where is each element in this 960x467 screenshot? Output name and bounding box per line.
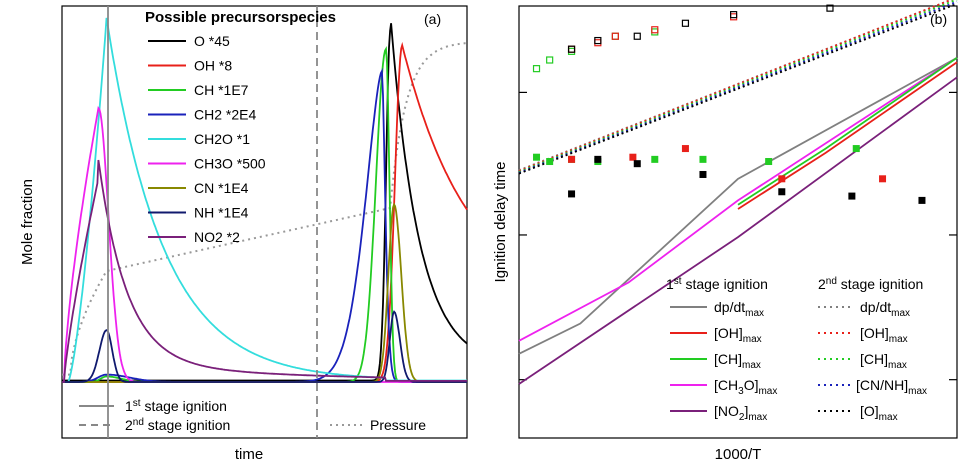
series-curve-4 xyxy=(62,17,467,383)
panel-b-curves xyxy=(518,0,958,385)
legend-label-7: NH *1E4 xyxy=(194,205,249,221)
delay-curve-2 xyxy=(518,76,958,385)
first-stage-marker-10 xyxy=(681,145,689,153)
b-legend-ch-1: [CH]max xyxy=(714,351,761,371)
series-curve-6 xyxy=(62,202,467,383)
panel-b-ticks xyxy=(519,91,957,381)
b-legend-cnnh-2: [CN/NH]max xyxy=(856,377,927,397)
first-stage-marker-7 xyxy=(852,145,860,153)
legend-label-2: CH *1E7 xyxy=(194,82,249,98)
b-legend-ch-2: [CH]max xyxy=(860,351,907,371)
delay-curve-1 xyxy=(518,57,958,342)
first-stage-marker-11 xyxy=(778,175,786,183)
first-stage-marker-14 xyxy=(594,155,602,163)
panel-a-xlabel: time xyxy=(235,446,263,463)
first-stage-marker-15 xyxy=(633,160,641,168)
panel-b-markers xyxy=(532,4,926,204)
panel-b-frame xyxy=(518,5,958,439)
second-stage-marker-0 xyxy=(532,65,541,73)
second-stage-marker-12 xyxy=(633,32,641,40)
first-stage-marker-18 xyxy=(848,192,856,200)
legend-label-8: NO2 *2 xyxy=(194,229,240,245)
second-stage-marker-4 xyxy=(651,28,659,36)
second-stage-marker-11 xyxy=(594,36,602,45)
second-stage-marker-7 xyxy=(611,32,619,40)
legend-first-stage-header: 1st stage ignition xyxy=(666,276,768,292)
panel-b-xlabel: 1000/T xyxy=(715,446,762,463)
b-legend-dpdt-1: dp/dtmax xyxy=(714,299,764,319)
legend-label-5: CH3O *500 xyxy=(194,156,266,172)
second-stage-marker-6 xyxy=(594,39,602,47)
first-stage-marker-19 xyxy=(918,196,926,204)
second-stage-marker-3 xyxy=(611,32,619,40)
first-stage-marker-6 xyxy=(765,158,773,166)
b-legend-no2-1: [NO2]max xyxy=(714,403,767,423)
legend-label-3: CH2 *2E4 xyxy=(194,107,256,123)
panel-a-ylabel: Mole fraction xyxy=(19,179,36,265)
b-legend-o-2: [O]max xyxy=(860,403,898,423)
series-curve-7 xyxy=(62,310,467,383)
b-legend-oh-2: [OH]max xyxy=(860,325,908,345)
panel-a: (a) Mole fraction time Possible precurso… xyxy=(19,5,468,463)
second-stage-marker-13 xyxy=(681,19,690,27)
delay-curve-7 xyxy=(518,0,958,173)
second-stage-marker-9 xyxy=(730,13,738,21)
legend-label-1: OH *8 xyxy=(194,58,232,74)
panel-b-label: (b) xyxy=(930,11,947,27)
first-stage-marker-16 xyxy=(699,170,707,178)
second-stage-marker-1 xyxy=(546,56,554,64)
second-stage-marker-2 xyxy=(567,47,576,55)
panel-b-ylabel: Ignition delay time xyxy=(492,162,509,283)
panel-b: (b) Ignition delay time 1000/T 1st stage… xyxy=(492,0,958,463)
second-stage-marker-14 xyxy=(730,11,738,19)
first-stage-marker-12 xyxy=(879,175,887,183)
legend-second-stage-label: 2nd stage ignition xyxy=(125,417,230,433)
b-legend-ch3o-1: [CH3O]max xyxy=(714,377,777,397)
legend-label-6: CN *1E4 xyxy=(194,180,249,196)
first-stage-marker-8 xyxy=(568,155,576,163)
panel-a-frame xyxy=(61,5,468,439)
delay-curve-8 xyxy=(518,0,958,174)
panel-a-label: (a) xyxy=(424,11,441,27)
series-curve-8 xyxy=(62,159,467,383)
second-stage-marker-8 xyxy=(651,26,659,34)
panel-a-legend: O *45 OH *8 CH *1E7 CH2 *2E4 CH2O *1 CH3O *50… xyxy=(148,33,266,245)
b-legend-dpdt-2: dp/dtmax xyxy=(860,299,910,319)
second-stage-marker-5 xyxy=(567,45,576,53)
delay-curve-9 xyxy=(518,2,958,175)
series-curve-0 xyxy=(62,23,468,382)
legend-first-stage-label: 1st stage ignition xyxy=(125,398,227,414)
pressure-curve xyxy=(62,42,468,376)
legend-label-4: CH2O *1 xyxy=(194,131,250,147)
legend-title: Possible precursorspecies xyxy=(145,9,336,26)
delay-curve-6 xyxy=(518,0,953,172)
first-stage-marker-0 xyxy=(533,153,541,161)
legend-second-stage-header: 2nd stage ignition xyxy=(818,276,923,292)
first-stage-marker-9 xyxy=(629,153,637,161)
first-stage-marker-17 xyxy=(778,188,786,196)
legend-pressure-label: Pressure xyxy=(370,417,426,433)
second-stage-marker-15 xyxy=(826,4,834,12)
panel-a-curves xyxy=(62,17,468,383)
first-stage-marker-1 xyxy=(546,158,554,166)
legend-label-0: O *45 xyxy=(194,33,230,49)
delay-curve-3 xyxy=(737,61,958,210)
delay-curve-4 xyxy=(737,57,958,206)
b-legend-oh-1: [OH]max xyxy=(714,325,762,345)
second-stage-marker-10 xyxy=(567,45,576,53)
first-stage-marker-13 xyxy=(568,190,576,198)
first-stage-marker-4 xyxy=(651,155,659,163)
delay-curve-0 xyxy=(518,57,958,355)
first-stage-marker-5 xyxy=(699,155,707,163)
